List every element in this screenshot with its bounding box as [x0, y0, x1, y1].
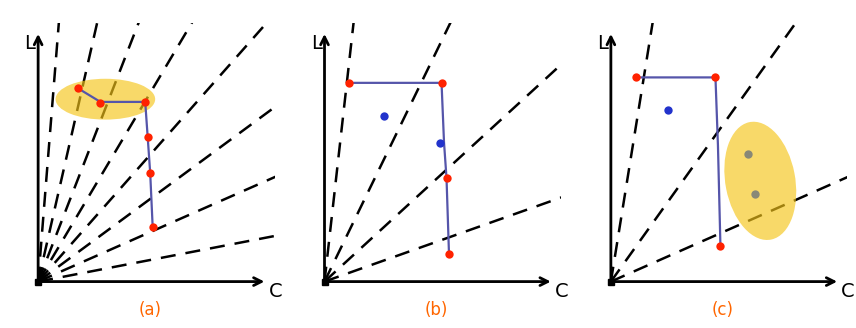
Text: C: C	[841, 281, 855, 300]
Text: (c): (c)	[712, 301, 734, 318]
Text: L: L	[311, 34, 322, 53]
Ellipse shape	[724, 122, 796, 240]
Text: (a): (a)	[139, 301, 162, 318]
Text: C: C	[269, 281, 282, 300]
Text: C: C	[555, 281, 568, 300]
Text: L: L	[597, 34, 608, 53]
Ellipse shape	[56, 79, 155, 120]
Text: L: L	[25, 34, 35, 53]
Text: (b): (b)	[425, 301, 449, 318]
